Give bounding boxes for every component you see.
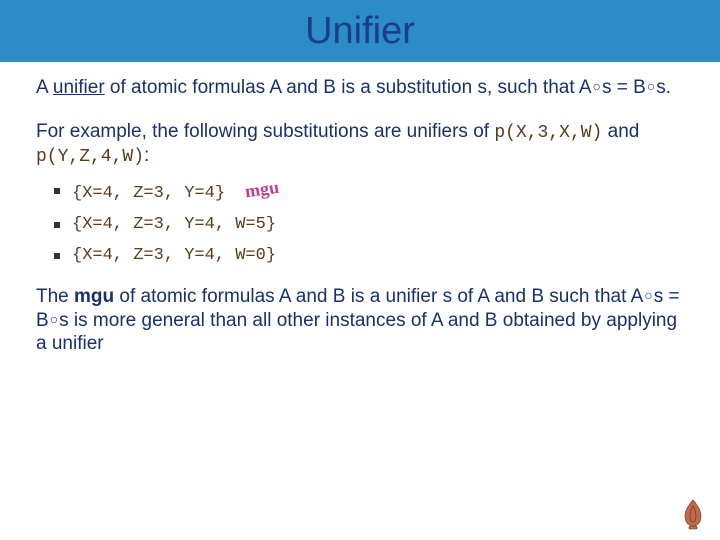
text: For example, the following substitutions… [36, 121, 494, 142]
text: s = B [602, 77, 646, 98]
definition-paragraph: A unifier of atomic formulas A and B is … [36, 76, 684, 100]
text: The [36, 286, 74, 307]
compose-symbol: ○ [593, 78, 601, 96]
slide-body: A unifier of atomic formulas A and B is … [0, 62, 720, 356]
text: : [144, 145, 149, 166]
compose-symbol: ○ [647, 78, 655, 96]
compose-symbol: ○ [50, 311, 58, 329]
text: and [602, 121, 639, 142]
text: of atomic formulas A and B is a substitu… [105, 77, 592, 98]
mgu-definition-paragraph: The mgu of atomic formulas A and B is a … [36, 285, 684, 356]
term-mgu: mgu [74, 286, 114, 307]
slide-header: Unifier [0, 0, 720, 62]
term-unifier: unifier [53, 77, 105, 98]
text: A [36, 77, 53, 98]
code-term-1: p(X,3,X,W) [494, 123, 602, 143]
substitution-code: {X=4, Z=3, Y=4} [72, 184, 225, 203]
slide-title: Unifier [305, 10, 415, 53]
compose-symbol: ○ [644, 287, 652, 305]
code-term-2: p(Y,Z,4,W) [36, 147, 144, 167]
text: of atomic formulas A and B is a unifier … [114, 286, 643, 307]
list-item: {X=4, Z=3, Y=4, W=5} [54, 215, 684, 234]
text: s is more general than all other instanc… [36, 310, 677, 355]
mgu-annotation: mgu [244, 176, 281, 202]
substitution-list: {X=4, Z=3, Y=4} mgu {X=4, Z=3, Y=4, W=5}… [54, 181, 684, 265]
text: s. [656, 77, 671, 98]
list-item: {X=4, Z=3, Y=4, W=0} [54, 246, 684, 265]
slide-logo-icon [680, 498, 706, 530]
example-intro-paragraph: For example, the following substitutions… [36, 120, 684, 169]
list-item: {X=4, Z=3, Y=4} mgu [54, 181, 684, 203]
